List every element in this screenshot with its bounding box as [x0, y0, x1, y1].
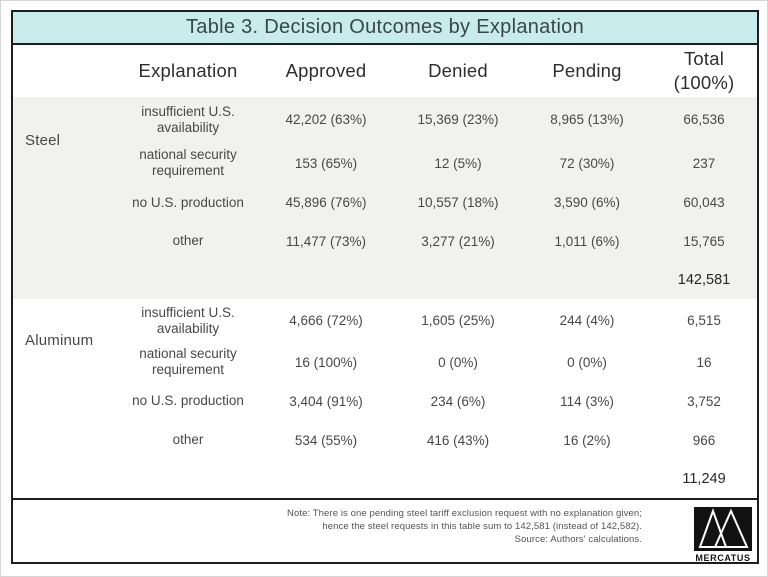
col-header-total-line1: Total — [683, 48, 725, 69]
col-header-approved: Approved — [285, 60, 367, 81]
mercatus-logo-text: MERCATUS — [695, 553, 751, 563]
denied-cell: 12 (5%) — [434, 155, 482, 171]
explanation-cell: other — [172, 233, 204, 248]
explanation-cell: other — [172, 432, 204, 447]
approved-cell: 16 (100%) — [294, 354, 358, 370]
approved-cell: 4,666 (72%) — [289, 313, 363, 328]
col-header-total-line2: (100%) — [673, 72, 735, 93]
footer: Note: There is one pending steel tariff … — [13, 498, 757, 563]
pending-cell: 8,965 (13%) — [550, 112, 624, 127]
approved-cell: 42,202 (63%) — [285, 112, 367, 127]
total-cell: 6,515 — [687, 313, 721, 328]
table-row: national security requirement 16 (100%) … — [13, 342, 757, 382]
subtotal-row: 11,249 — [13, 460, 757, 498]
subtotal-row: 142,581 — [13, 261, 757, 299]
mercatus-logo-icon — [694, 507, 752, 551]
table-title: Table 3. Decision Outcomes by Explanatio… — [13, 12, 757, 45]
total-cell: 237 — [692, 155, 716, 171]
table-figure: Table 3. Decision Outcomes by Explanatio… — [11, 10, 759, 564]
denied-cell: 1,605 (25%) — [421, 313, 495, 328]
aluminum-section: Aluminum insufficient U.S. availability … — [13, 299, 757, 498]
total-cell: 3,752 — [687, 393, 721, 409]
material-label-aluminum: Aluminum — [25, 332, 94, 349]
pending-cell: 16 (2%) — [563, 432, 611, 448]
denied-cell: 10,557 (18%) — [417, 195, 499, 210]
note-line-1: Note: There is one pending steel tariff … — [286, 508, 642, 519]
table-row: national security requirement 153 (65%) … — [13, 142, 757, 184]
explanation-cell: national security requirement — [139, 147, 237, 178]
pending-cell: 244 (4%) — [559, 313, 615, 328]
approved-cell: 3,404 (91%) — [289, 393, 363, 409]
total-cell: 60,043 — [683, 195, 725, 210]
denied-cell: 3,277 (21%) — [421, 233, 495, 249]
table-row: no U.S. production 45,896 (76%) 10,557 (… — [13, 184, 757, 221]
total-cell: 966 — [692, 432, 716, 448]
table-row: insufficient U.S. availability 42,202 (6… — [13, 97, 757, 142]
explanation-cell: no U.S. production — [132, 393, 244, 408]
steel-subtotal: 142,581 — [677, 272, 731, 288]
approved-cell: 11,477 (73%) — [285, 233, 367, 249]
col-header-denied: Denied — [428, 60, 488, 81]
col-header-explanation: Explanation — [138, 60, 238, 81]
explanation-cell: national security requirement — [139, 346, 237, 377]
pending-cell: 3,590 (6%) — [553, 195, 621, 210]
denied-cell: 234 (6%) — [430, 393, 486, 409]
denied-cell: 0 (0%) — [438, 354, 478, 370]
total-cell: 15,765 — [683, 233, 725, 249]
approved-cell: 534 (55%) — [294, 432, 358, 448]
explanation-cell: insufficient U.S. availability — [141, 304, 235, 336]
approved-cell: 153 (65%) — [294, 155, 358, 171]
mercatus-logo: MERCATUS — [692, 500, 754, 563]
pending-cell: 1,011 (6%) — [554, 233, 620, 249]
pending-cell: 72 (30%) — [559, 155, 615, 171]
total-cell: 16 — [696, 354, 712, 370]
note-line-3: Source: Authors' calculations. — [514, 534, 642, 545]
table-row: insufficient U.S. availability 4,666 (72… — [13, 299, 757, 342]
table-row: other 11,477 (73%) 3,277 (21%) 1,011 (6%… — [13, 221, 757, 261]
note-line-2: hence the steel requests in this table s… — [322, 521, 642, 532]
table-row: other 534 (55%) 416 (43%) 16 (2%) 966 — [13, 420, 757, 460]
explanation-cell: insufficient U.S. availability — [141, 103, 235, 135]
denied-cell: 416 (43%) — [426, 432, 490, 448]
pending-cell: 0 (0%) — [567, 354, 607, 370]
material-label-steel: Steel — [25, 132, 61, 149]
pending-cell: 114 (3%) — [560, 393, 614, 409]
column-header-row: Explanation Approved Denied Pending Tota… — [13, 45, 757, 97]
total-cell: 66,536 — [683, 112, 725, 127]
approved-cell: 45,896 (76%) — [285, 195, 367, 210]
explanation-cell: no U.S. production — [132, 194, 244, 210]
col-header-pending: Pending — [552, 60, 622, 81]
denied-cell: 15,369 (23%) — [417, 112, 499, 127]
aluminum-subtotal: 11,249 — [682, 471, 726, 487]
table-row: no U.S. production 3,404 (91%) 234 (6%) … — [13, 382, 757, 420]
steel-section: Steel insufficient U.S. availability 42,… — [13, 97, 757, 299]
source-note: Note: There is one pending steel tariff … — [13, 500, 692, 546]
col-header-total: Total (100%) — [651, 47, 757, 95]
